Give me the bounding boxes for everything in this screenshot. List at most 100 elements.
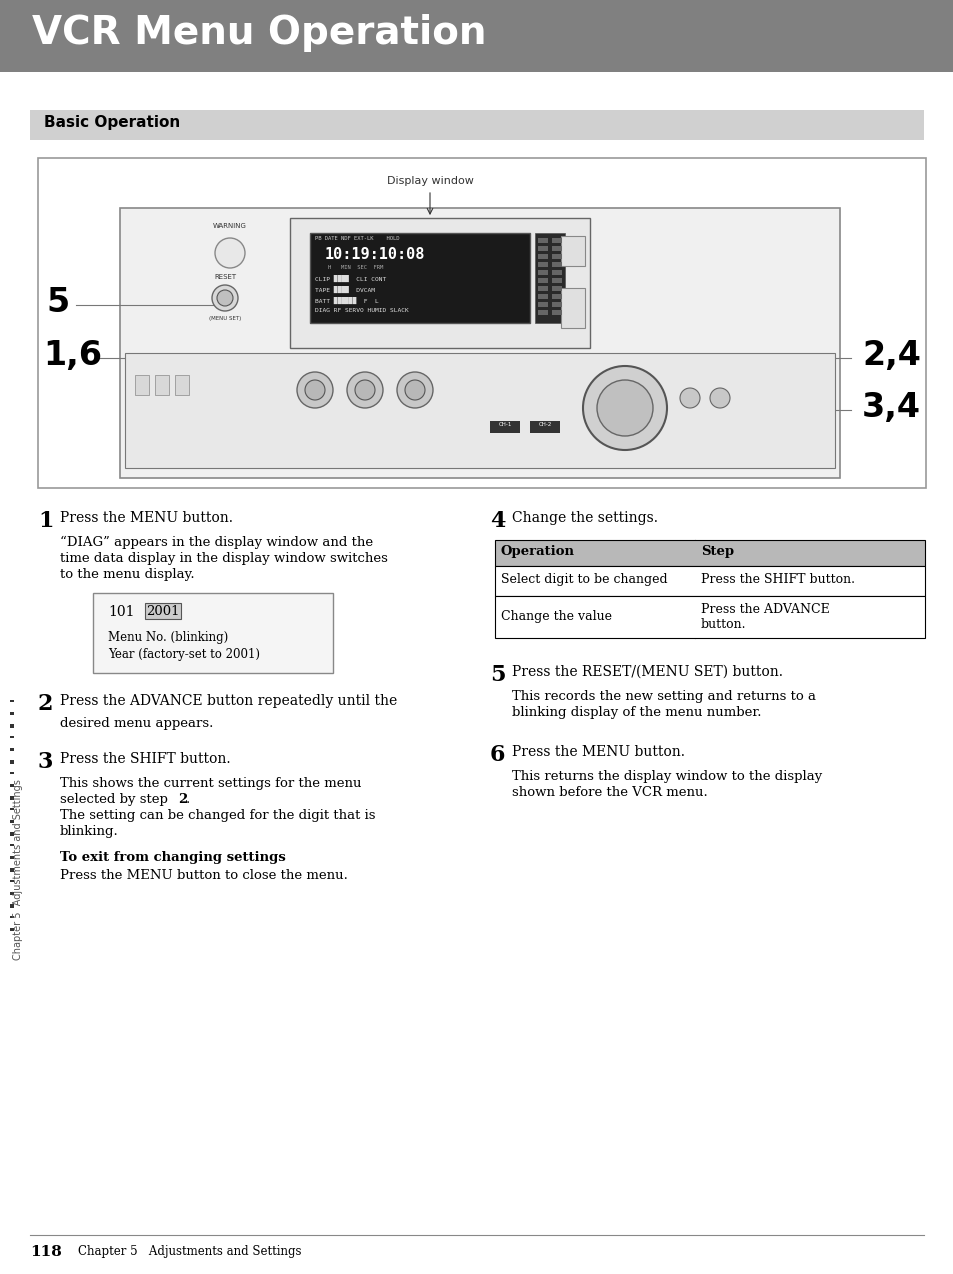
Text: SHIFT: SHIFT: [406, 358, 423, 363]
Text: H   MIN  SEC  FRM: H MIN SEC FRM: [328, 265, 383, 270]
Bar: [537, 302, 547, 307]
Bar: [10, 772, 14, 775]
Text: ClipLink
CONTINUE: ClipLink CONTINUE: [296, 418, 333, 429]
Bar: [537, 310, 547, 315]
Text: button.: button.: [700, 618, 745, 631]
Bar: [10, 880, 14, 882]
Circle shape: [355, 380, 375, 400]
Circle shape: [396, 372, 433, 408]
Text: ADVANCE: ADVANCE: [350, 358, 379, 363]
Bar: [145, 603, 181, 619]
Text: to the menu display.: to the menu display.: [60, 568, 194, 581]
Text: 101: 101: [108, 605, 134, 619]
Bar: [535, 233, 564, 324]
Text: 5: 5: [46, 287, 70, 320]
Bar: [530, 420, 559, 433]
Text: VCR Menu Operation: VCR Menu Operation: [32, 14, 486, 52]
Text: Press the RESET/(MENU SET) button.: Press the RESET/(MENU SET) button.: [512, 665, 782, 679]
Bar: [10, 832, 14, 836]
Text: DIAG RF SERVO HUMID SLACK: DIAG RF SERVO HUMID SLACK: [314, 308, 408, 313]
Text: Press the MENU button.: Press the MENU button.: [60, 511, 233, 525]
Text: blinking.: blinking.: [60, 826, 118, 838]
Text: Press the SHIFT button.: Press the SHIFT button.: [700, 573, 854, 586]
Text: blinking display of the menu number.: blinking display of the menu number.: [512, 706, 760, 719]
Bar: [10, 905, 14, 908]
Circle shape: [305, 380, 325, 400]
Circle shape: [216, 290, 233, 306]
Bar: [537, 294, 547, 299]
Bar: [552, 238, 561, 243]
Text: OFF: OFF: [562, 246, 573, 251]
Text: TAPE ████  DVCAM: TAPE ████ DVCAM: [314, 285, 375, 293]
Text: Press the MENU button.: Press the MENU button.: [512, 745, 684, 759]
Bar: [552, 270, 561, 275]
Text: PB DATE NDF EXT-LK    HOLD: PB DATE NDF EXT-LK HOLD: [314, 236, 399, 241]
Bar: [552, 294, 561, 299]
Text: 2: 2: [178, 792, 187, 806]
Bar: [310, 233, 530, 324]
Text: “DIAG” appears in the display window and the: “DIAG” appears in the display window and…: [60, 536, 373, 549]
Text: BATT ██████  F  L: BATT ██████ F L: [314, 297, 378, 304]
Text: FRONT MIC
LOW CUT: FRONT MIC LOW CUT: [200, 426, 230, 436]
Bar: [537, 285, 547, 290]
Text: Press the ADVANCE button repeatedly until the: Press the ADVANCE button repeatedly unti…: [60, 694, 396, 708]
Text: Chapter 5  Adjustments and Settings: Chapter 5 Adjustments and Settings: [13, 780, 23, 961]
Bar: [552, 310, 561, 315]
Bar: [552, 254, 561, 259]
Text: ON: ON: [562, 238, 571, 243]
Text: desired menu appears.: desired menu appears.: [60, 717, 213, 730]
Bar: [10, 892, 14, 896]
Text: 2001: 2001: [146, 605, 179, 618]
Bar: [10, 820, 14, 823]
Text: Press the MENU button to close the menu.: Press the MENU button to close the menu.: [60, 869, 348, 882]
Bar: [290, 218, 589, 348]
Text: VTR
TRIGGER: VTR TRIGGER: [200, 397, 234, 412]
Bar: [537, 262, 547, 268]
Text: Select digit to be changed: Select digit to be changed: [500, 573, 667, 586]
Bar: [10, 796, 14, 800]
Text: 118: 118: [30, 1245, 62, 1259]
Bar: [552, 246, 561, 251]
Text: 3: 3: [38, 750, 53, 773]
Text: Change the settings.: Change the settings.: [512, 511, 658, 525]
Bar: [10, 736, 14, 738]
Bar: [10, 856, 14, 859]
Text: Display window: Display window: [386, 176, 473, 186]
Bar: [10, 927, 14, 931]
Bar: [537, 254, 547, 259]
Text: 2,4: 2,4: [862, 339, 920, 372]
Bar: [552, 302, 561, 307]
Bar: [552, 262, 561, 268]
Bar: [38, 158, 925, 488]
Bar: [154, 375, 169, 395]
Bar: [495, 566, 924, 596]
Bar: [537, 278, 547, 283]
Text: CH-1: CH-1: [497, 422, 511, 427]
Text: SETUP: SETUP: [172, 426, 191, 431]
Text: Step: Step: [700, 545, 734, 558]
Bar: [537, 246, 547, 251]
Bar: [560, 236, 584, 266]
Bar: [10, 761, 14, 764]
Bar: [10, 784, 14, 787]
Bar: [560, 288, 584, 327]
Bar: [537, 270, 547, 275]
Circle shape: [709, 389, 729, 408]
Text: time data display in the display window switches: time data display in the display window …: [60, 552, 388, 564]
Text: 2: 2: [38, 693, 53, 715]
Text: 4: 4: [490, 510, 505, 533]
Text: PARALLEL
INT ONLY
EXT ONLY: PARALLEL INT ONLY EXT ONLY: [214, 401, 238, 418]
Bar: [495, 540, 924, 566]
Bar: [174, 375, 189, 395]
Text: 1,6: 1,6: [43, 339, 102, 372]
Bar: [135, 375, 149, 395]
Text: Press the ADVANCE: Press the ADVANCE: [700, 603, 829, 617]
Text: 3,4: 3,4: [862, 391, 920, 424]
Text: This shows the current settings for the menu: This shows the current settings for the …: [60, 777, 361, 790]
Text: Change the value: Change the value: [500, 610, 612, 623]
Circle shape: [347, 372, 382, 408]
Text: Operation: Operation: [500, 545, 575, 558]
Text: AUDIO LEVEL: AUDIO LEVEL: [599, 355, 650, 364]
Bar: [10, 916, 14, 919]
Bar: [120, 208, 840, 478]
